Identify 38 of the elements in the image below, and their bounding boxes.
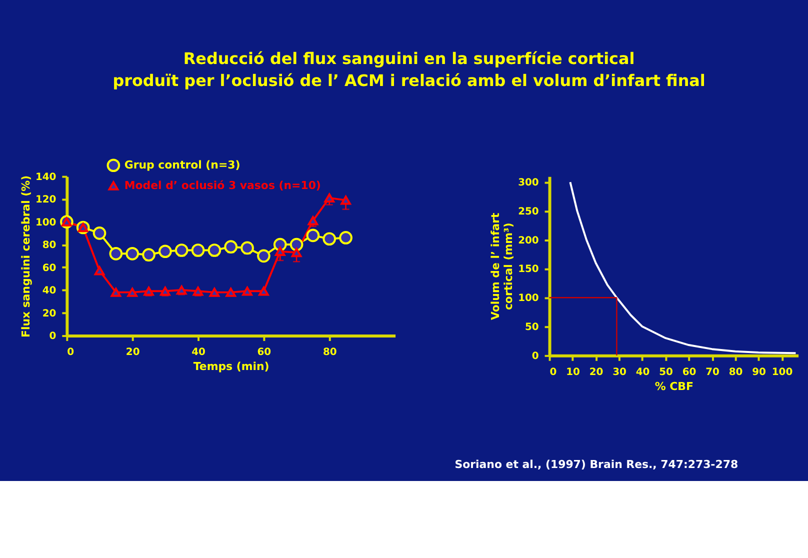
y-tick-label: 80 xyxy=(42,240,56,252)
y-tick-label: 100 xyxy=(35,217,56,228)
x-tick-label: 20 xyxy=(589,366,604,378)
y-tick-label: 20 xyxy=(42,308,56,320)
x-axis-title: Temps (min) xyxy=(193,360,270,373)
x-axis-title: % CBF xyxy=(654,380,694,393)
chart-title: Reducció del flux sanguini en la superfície cortical produït per l’oclusió de l’ ACM i relació amb el volum d’infart final xyxy=(112,48,706,90)
x-tick-label: 40 xyxy=(192,346,206,358)
x-tick-label: 80 xyxy=(322,346,337,358)
x-tick-label: 50 xyxy=(659,366,674,378)
y-tick-label: 140 xyxy=(35,172,56,183)
y-tick-label: 50 xyxy=(524,322,539,334)
y-tick-label: 300 xyxy=(518,178,539,189)
x-tick-label: 30 xyxy=(612,366,627,378)
x-tick-label: 90 xyxy=(752,366,766,378)
x-tick-label: 100 xyxy=(772,366,793,378)
x-tick-label: 10 xyxy=(566,366,580,378)
x-tick-label: 70 xyxy=(706,366,720,378)
y-tick-label: 0 xyxy=(49,331,56,342)
legend-label: Model d’ oclusió 3 vasos (n=10) xyxy=(124,178,321,192)
y-tick-label: 60 xyxy=(42,262,56,274)
text: Soriano et al., (1997) Brain Res., 747:273-278 xyxy=(454,458,738,471)
y-tick-label: 120 xyxy=(35,194,56,206)
y-tick-label: 100 xyxy=(518,293,539,304)
x-tick-label: 60 xyxy=(682,366,696,378)
x-tick-label: 20 xyxy=(126,346,140,358)
x-tick-label: 60 xyxy=(257,346,272,358)
x-tick-label: 0 xyxy=(550,366,557,378)
y-tick-label: 40 xyxy=(42,286,56,297)
y-tick-label: 150 xyxy=(518,264,539,276)
y-tick-label: 250 xyxy=(518,206,539,218)
y-axis-title: Volum de l’ infart cortical (mm³) xyxy=(489,212,516,320)
x-tick-label: 40 xyxy=(636,366,650,378)
y-tick-label: 200 xyxy=(518,235,539,246)
x-tick-label: 80 xyxy=(728,366,743,378)
y-axis-title: Flux sanguini cerebral (%) xyxy=(19,175,32,338)
x-tick-label: 0 xyxy=(67,346,74,358)
legend-label: Grup control (n=3) xyxy=(124,158,240,172)
